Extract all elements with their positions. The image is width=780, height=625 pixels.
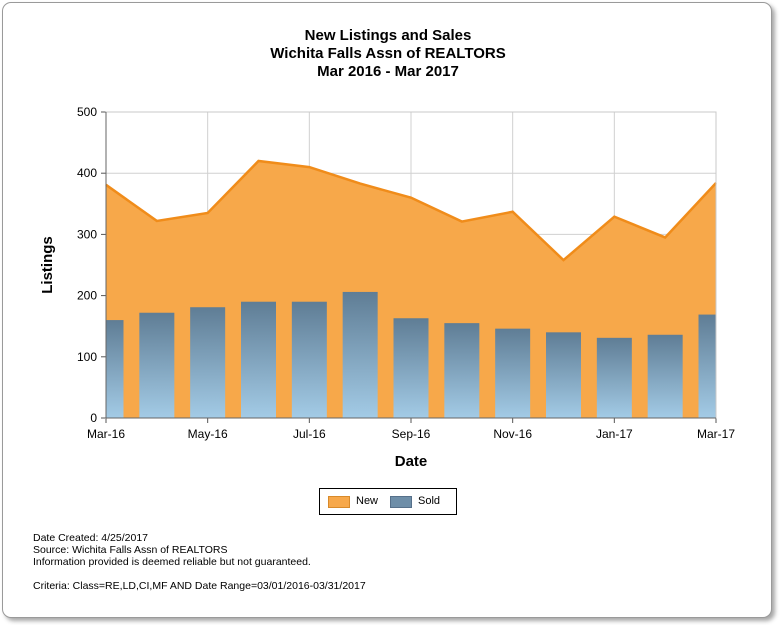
legend-label-new: New (356, 495, 379, 507)
legend-swatch-sold (390, 496, 412, 508)
sold-bar (546, 332, 581, 418)
y-tick-label: 500 (77, 105, 97, 119)
x-tick-label: Mar-16 (87, 427, 125, 441)
sold-bar (106, 320, 124, 418)
sold-bar (495, 328, 531, 418)
x-tick-label: May-16 (188, 427, 228, 441)
y-tick-label: 400 (77, 166, 97, 180)
new-area-line (105, 159, 717, 262)
footer-date-created: Date Created: 4/25/2017 (33, 532, 148, 544)
sold-bar (241, 301, 276, 418)
title-line-1: New Listings and Sales (304, 27, 472, 44)
sold-bar (139, 312, 175, 418)
sold-bar (393, 318, 429, 418)
sold-bar (291, 301, 327, 418)
x-tick-label: Jul-16 (293, 427, 326, 441)
y-tick-label: 300 (77, 227, 97, 241)
axes: 0 100 200 300 400 500 Mar-16 May-16 Jul-16 Sep-16… (77, 105, 735, 441)
sold-bar (698, 314, 716, 418)
legend-swatch-new (328, 496, 350, 508)
x-tick-label: Jan-17 (596, 427, 633, 441)
x-tick-label: Mar-17 (697, 427, 735, 441)
y-tick-label: 0 (90, 411, 97, 425)
x-tick-label: Sep-16 (392, 427, 431, 441)
footer-criteria: Criteria: Class=RE,LD,CI,MF AND Date Ran… (33, 580, 366, 592)
footer-disclaimer: Information provided is deemed reliable … (33, 556, 311, 568)
x-tick-label: Nov-16 (493, 427, 532, 441)
sold-bar-series (106, 291, 716, 418)
y-tick-label: 200 (77, 289, 97, 303)
sold-bar (190, 307, 226, 418)
legend: New Sold (319, 488, 457, 515)
title-line-3: Mar 2016 - Mar 2017 (317, 63, 459, 80)
sold-bar (647, 334, 683, 418)
sold-bar (342, 291, 378, 418)
sold-bar (596, 337, 632, 418)
chart-title: New Listings and Sales Wichita Falls Ass… (0, 27, 776, 81)
footer-source: Source: Wichita Falls Assn of REALTORS (33, 544, 228, 556)
sold-bar (444, 323, 480, 418)
x-axis-title: Date (395, 453, 428, 470)
legend-label-sold: Sold (418, 495, 441, 507)
title-line-2: Wichita Falls Assn of REALTORS (270, 45, 506, 62)
y-tick-label: 100 (77, 350, 97, 364)
y-axis-title: Listings (39, 236, 56, 294)
